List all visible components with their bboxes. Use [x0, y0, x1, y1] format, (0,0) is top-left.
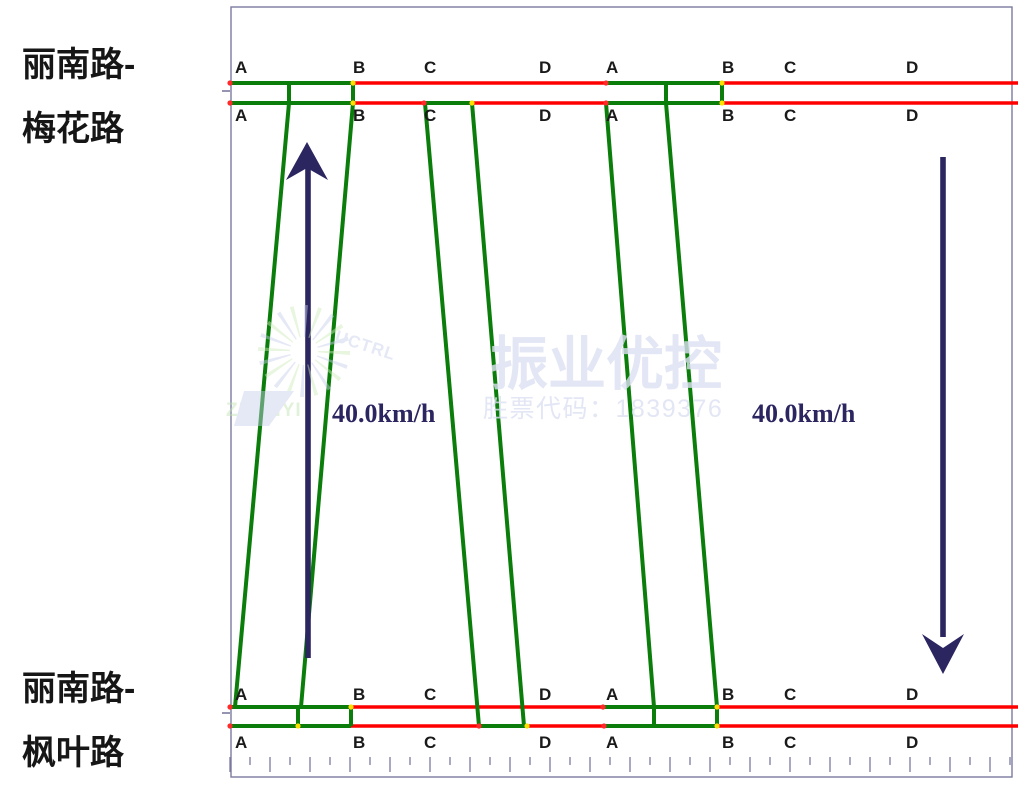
svg-text:40.0km/h: 40.0km/h	[752, 399, 856, 428]
svg-text:C: C	[424, 685, 436, 704]
svg-text:C: C	[424, 733, 436, 752]
svg-text:C: C	[784, 58, 796, 77]
svg-text:D: D	[906, 106, 918, 125]
svg-text:B: B	[353, 58, 365, 77]
svg-text:A: A	[606, 58, 618, 77]
svg-text:D: D	[539, 733, 551, 752]
svg-text:B: B	[353, 685, 365, 704]
svg-text:C: C	[424, 106, 436, 125]
svg-text:C: C	[784, 733, 796, 752]
svg-text:B: B	[722, 58, 734, 77]
svg-text:B: B	[722, 733, 734, 752]
svg-text:A: A	[606, 733, 618, 752]
svg-text:B: B	[722, 106, 734, 125]
svg-text:A: A	[235, 733, 247, 752]
svg-text:B: B	[353, 106, 365, 125]
svg-text:C: C	[784, 685, 796, 704]
svg-text:A: A	[606, 685, 618, 704]
svg-text:D: D	[539, 685, 551, 704]
svg-text:D: D	[906, 58, 918, 77]
svg-text:丽南路-: 丽南路-	[22, 46, 135, 84]
svg-text:振业优控: 振业优控	[490, 332, 722, 397]
svg-text:枫叶路: 枫叶路	[22, 734, 125, 772]
svg-text:胜票代码：1839376: 胜票代码：1839376	[483, 395, 723, 423]
svg-text:A: A	[235, 106, 247, 125]
svg-text:A: A	[606, 106, 618, 125]
svg-text:D: D	[906, 685, 918, 704]
svg-text:D: D	[906, 733, 918, 752]
svg-text:C: C	[424, 58, 436, 77]
svg-text:B: B	[353, 733, 365, 752]
svg-text:40.0km/h: 40.0km/h	[332, 399, 436, 428]
svg-text:A: A	[235, 58, 247, 77]
svg-text:B: B	[722, 685, 734, 704]
svg-text:梅花路: 梅花路	[22, 110, 125, 148]
svg-text:丽南路-: 丽南路-	[22, 670, 135, 708]
svg-text:C: C	[784, 106, 796, 125]
svg-text:D: D	[539, 106, 551, 125]
svg-text:D: D	[539, 58, 551, 77]
svg-text:A: A	[235, 685, 247, 704]
